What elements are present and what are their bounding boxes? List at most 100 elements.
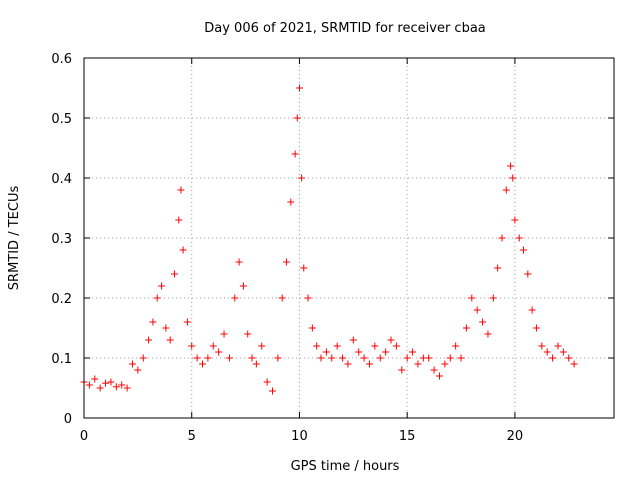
data-point	[293, 114, 301, 122]
data-point	[376, 354, 384, 362]
data-point	[462, 324, 470, 332]
data-point	[425, 354, 433, 362]
data-point	[565, 354, 573, 362]
data-point	[118, 381, 126, 389]
data-point	[198, 360, 206, 368]
data-point	[494, 264, 502, 272]
data-point	[215, 348, 223, 356]
data-point	[511, 216, 519, 224]
data-point	[145, 336, 153, 344]
data-point	[313, 342, 321, 350]
data-point	[153, 294, 161, 302]
data-point	[85, 381, 93, 389]
data-point	[91, 375, 99, 383]
data-point	[339, 354, 347, 362]
x-tick-labels: 0 5 10 15 20	[80, 429, 523, 444]
data-point	[231, 294, 239, 302]
plot-frame	[83, 57, 615, 419]
data-point	[333, 342, 341, 350]
data-point	[524, 270, 532, 278]
data-point	[484, 330, 492, 338]
chart-title: Day 006 of 2021, SRMTID for receiver cba…	[204, 21, 486, 36]
y-tick-label: 0.5	[51, 112, 72, 127]
data-point	[158, 282, 166, 290]
data-point	[96, 384, 104, 392]
data-point	[248, 354, 256, 362]
data-point	[468, 294, 476, 302]
data-point	[300, 264, 308, 272]
data-point	[509, 174, 517, 182]
data-point	[139, 354, 147, 362]
data-point	[166, 336, 174, 344]
data-point	[112, 383, 120, 391]
y-tick-label: 0.6	[51, 52, 72, 67]
y-axis-label: SRMTID / TECUs	[7, 186, 22, 291]
data-point	[177, 186, 185, 194]
data-point	[162, 324, 170, 332]
data-point	[287, 198, 295, 206]
data-point	[489, 294, 497, 302]
data-point	[263, 378, 271, 386]
data-point	[392, 342, 400, 350]
data-point	[244, 330, 252, 338]
x-tick-label: 0	[80, 429, 88, 444]
data-point	[193, 354, 201, 362]
data-point	[102, 379, 110, 387]
data-point	[183, 318, 191, 326]
data-point	[269, 387, 277, 395]
data-point	[435, 372, 443, 380]
data-point	[278, 294, 286, 302]
data-point	[308, 324, 316, 332]
data-point	[220, 330, 228, 338]
data-point	[498, 234, 506, 242]
data-point	[344, 360, 352, 368]
y-tick-label: 0.2	[51, 292, 72, 307]
data-point	[528, 306, 536, 314]
data-point	[209, 342, 217, 350]
data-point	[543, 348, 551, 356]
data-point	[235, 258, 243, 266]
data-point	[252, 360, 260, 368]
data-point	[107, 378, 115, 386]
data-point	[502, 186, 510, 194]
data-point	[322, 348, 330, 356]
data-point	[304, 294, 312, 302]
data-point	[188, 342, 196, 350]
data-point	[291, 150, 299, 158]
data-point	[204, 354, 212, 362]
data-point	[457, 354, 465, 362]
data-point	[295, 84, 303, 92]
x-axis-label: GPS time / hours	[291, 459, 400, 474]
data-point	[520, 246, 528, 254]
data-point	[298, 174, 306, 182]
data-point	[398, 366, 406, 374]
data-point	[570, 360, 578, 368]
data-point	[538, 342, 546, 350]
data-point	[549, 354, 557, 362]
data-point	[430, 366, 438, 374]
data-point	[479, 318, 487, 326]
data-point	[473, 306, 481, 314]
x-tick-label: 5	[188, 429, 196, 444]
data-point	[387, 336, 395, 344]
data-point	[409, 348, 417, 356]
data-point	[328, 354, 336, 362]
data-point	[225, 354, 233, 362]
data-point	[365, 360, 373, 368]
data-point	[128, 360, 136, 368]
data-point	[239, 282, 247, 290]
data-point	[349, 336, 357, 344]
data-point	[123, 384, 131, 392]
data-point	[149, 318, 157, 326]
data-point	[175, 216, 183, 224]
data-point	[283, 258, 291, 266]
data-point	[371, 342, 379, 350]
x-tick-label: 10	[291, 429, 308, 444]
data-point	[507, 162, 515, 170]
y-tick-label: 0.3	[51, 232, 72, 247]
y-tick-label: 0.4	[51, 172, 72, 187]
data-points	[80, 84, 578, 395]
data-point	[452, 342, 460, 350]
data-point	[360, 354, 368, 362]
